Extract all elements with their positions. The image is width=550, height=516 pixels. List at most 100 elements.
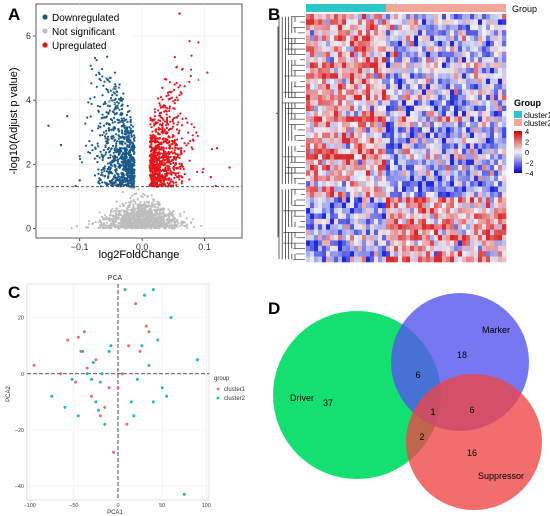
heatmap-cell <box>378 84 383 90</box>
heatmap-cell <box>310 73 315 79</box>
point-upregulated <box>166 159 170 162</box>
heatmap-cell <box>358 197 363 203</box>
point-upregulated <box>177 114 180 117</box>
heatmap-cell <box>446 224 451 230</box>
heatmap-cell <box>430 229 435 236</box>
point-upregulated <box>159 147 163 150</box>
heatmap-cell <box>338 105 343 112</box>
heatmap-cell <box>306 138 311 144</box>
heatmap-cell <box>330 105 335 112</box>
heatmap-cell <box>338 224 343 230</box>
point-downregulated <box>129 180 132 183</box>
heatmap-cell <box>438 105 443 112</box>
heatmap-cell <box>398 186 403 193</box>
heatmap-cell <box>346 14 351 20</box>
heatmap-cell <box>450 73 455 79</box>
heatmap-cell <box>386 175 391 182</box>
heatmap-cell <box>486 14 491 20</box>
point-not-significant <box>111 219 114 222</box>
point-downregulated <box>119 136 122 139</box>
heatmap-cell <box>358 24 363 31</box>
heatmap-cell <box>410 51 415 58</box>
heatmap-cell <box>438 121 443 128</box>
point-upregulated <box>175 143 179 147</box>
point-downregulated <box>123 162 126 165</box>
point-downregulated <box>130 123 133 127</box>
heatmap-cell <box>342 78 347 85</box>
point-downregulated <box>110 135 113 138</box>
heatmap-cell <box>450 84 455 90</box>
heatmap-cell <box>358 94 363 101</box>
heatmap-cell <box>390 78 395 85</box>
heatmap-cell <box>454 191 459 198</box>
heatmap-cell <box>362 89 367 96</box>
heatmap-cell <box>418 164 423 171</box>
heatmap-cell <box>314 111 319 117</box>
heatmap-cell <box>434 57 439 63</box>
heatmap-cell <box>370 24 375 31</box>
point-not-significant <box>102 227 105 230</box>
heatmap-cell <box>422 67 427 74</box>
point-upregulated <box>179 112 182 115</box>
heatmap-cell <box>466 229 471 236</box>
point-downregulated <box>112 151 115 154</box>
heatmap-cell <box>382 73 387 79</box>
heatmap-cell <box>362 202 367 209</box>
point-downregulated <box>116 158 120 161</box>
heatmap-cell <box>342 35 347 42</box>
heatmap-cell <box>418 73 423 79</box>
heatmap-cell <box>386 148 391 155</box>
heatmap-cell <box>366 186 371 193</box>
heatmap-cell <box>494 46 499 53</box>
heatmap-cell <box>442 35 447 42</box>
heatmap-cell <box>338 94 343 101</box>
heatmap-cell <box>378 224 383 230</box>
heatmap-cell <box>406 143 411 150</box>
heatmap-cell <box>402 51 407 58</box>
heatmap-cell <box>450 105 455 112</box>
heatmap-cell <box>362 62 367 69</box>
heatmap-cell <box>406 208 411 214</box>
heatmap-cell <box>378 73 383 79</box>
heatmap-cell <box>474 164 479 171</box>
heatmap-cell <box>406 148 411 155</box>
point-not-significant <box>124 215 127 218</box>
heatmap-cell <box>370 78 375 85</box>
point-upregulated <box>159 123 162 126</box>
point-downregulated <box>91 129 94 132</box>
point-downregulated <box>105 111 108 114</box>
point-upregulated <box>210 148 213 151</box>
heatmap-cell <box>354 218 359 225</box>
panel-label-b: B <box>268 5 280 24</box>
point-not-significant <box>126 211 129 215</box>
point-not-significant <box>139 210 142 213</box>
heatmap-cell <box>318 105 323 112</box>
heatmap-cell <box>402 148 407 155</box>
heatmap-cell <box>422 154 427 160</box>
heatmap-cell <box>350 202 355 209</box>
heatmap-cell <box>474 235 479 241</box>
heatmap-cell <box>346 46 351 53</box>
heatmap-cell <box>314 186 319 193</box>
heatmap-cell <box>450 218 455 225</box>
heatmap-cell <box>410 197 415 203</box>
point-not-significant <box>173 220 176 223</box>
heatmap-cell <box>438 51 443 58</box>
heatmap-cell <box>314 159 319 166</box>
point-not-significant <box>132 213 135 216</box>
heatmap-cell <box>414 46 419 53</box>
heatmap-cell <box>382 100 387 106</box>
heatmap-cell <box>450 154 455 160</box>
point-not-significant <box>173 226 176 230</box>
heatmap-cell <box>422 143 427 150</box>
heatmap-cell <box>338 148 343 155</box>
point-downregulated <box>116 140 119 143</box>
heatmap-cell <box>350 197 355 203</box>
heatmap-cell <box>362 78 367 85</box>
heatmap-cell <box>314 14 319 20</box>
heatmap-cell <box>326 186 331 193</box>
heatmap-cell <box>410 218 415 225</box>
point-not-significant <box>136 204 139 208</box>
heatmap-cell <box>470 30 475 36</box>
